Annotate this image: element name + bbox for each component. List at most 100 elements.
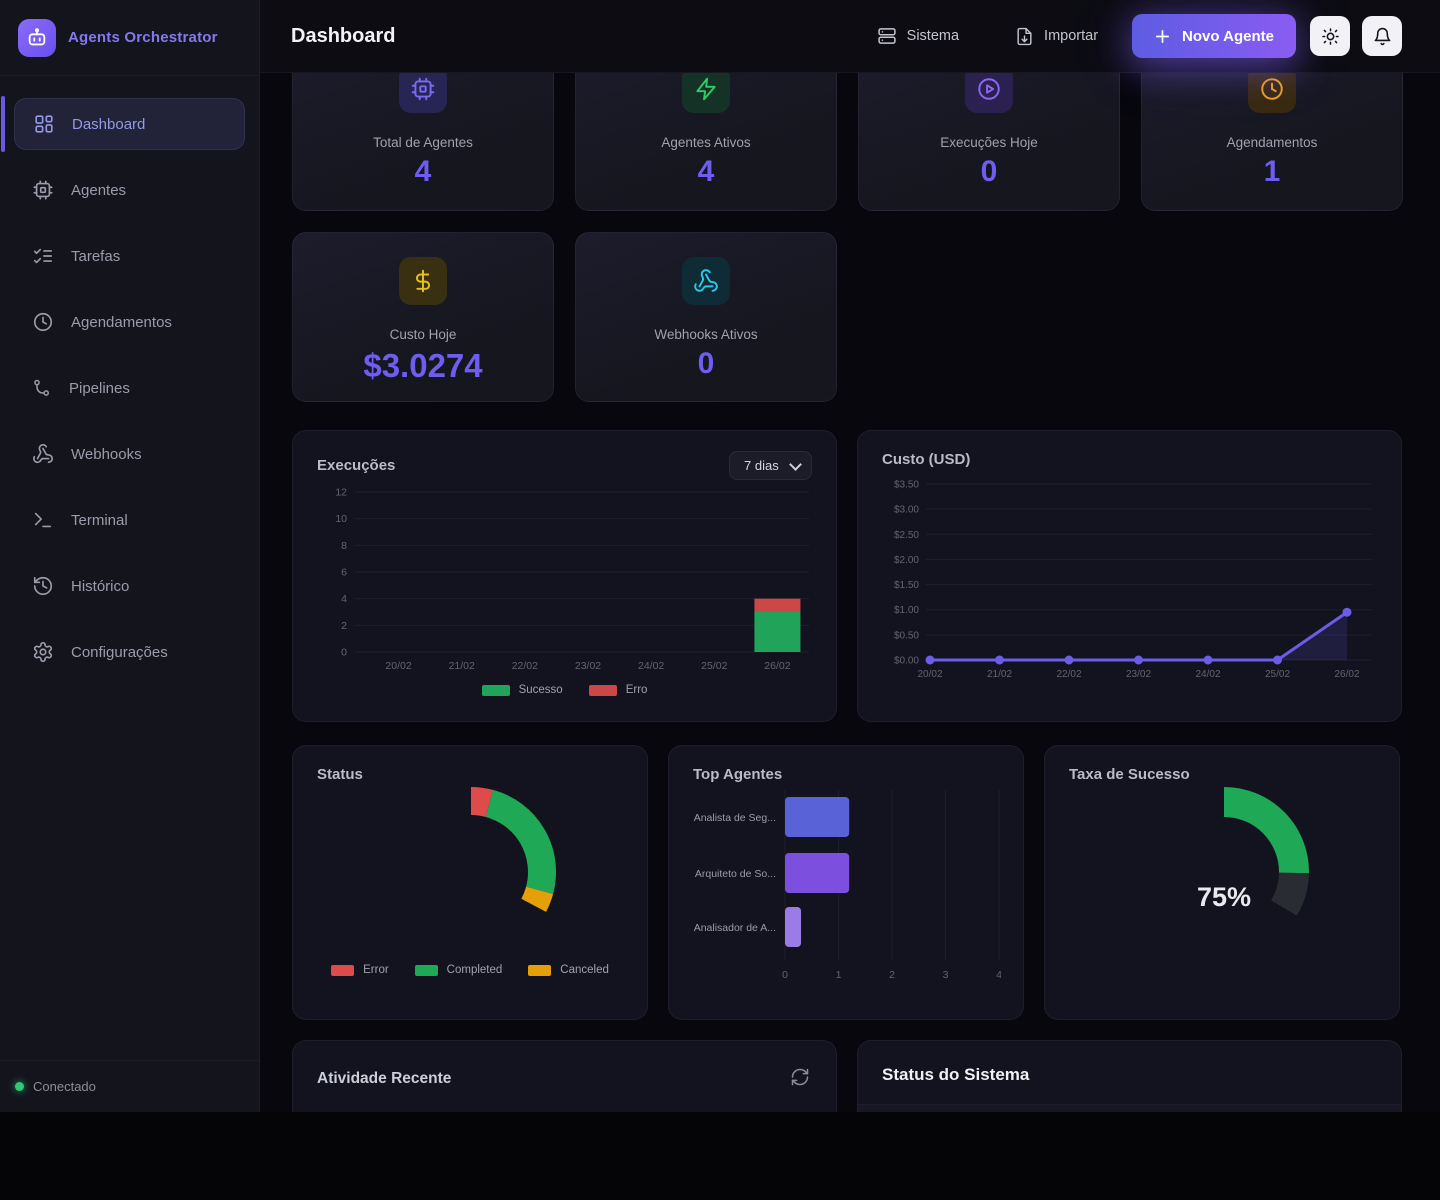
execucoes-stacked-bar-chart: 0 2 4 6 8 10 12 20/02 21/02 22/02 23/02 24/02 25/02 2…	[317, 480, 812, 680]
stat-label: Webhooks Ativos	[654, 327, 758, 342]
sidebar-item-tarefas[interactable]: Tarefas	[14, 230, 245, 282]
svg-text:26/02: 26/02	[764, 660, 790, 672]
svg-text:23/02: 23/02	[1126, 669, 1151, 680]
sidebar-item-label: Configurações	[71, 643, 168, 661]
legend-swatch	[588, 684, 617, 696]
status-donut-chart	[317, 784, 623, 962]
clock-icon	[1248, 73, 1296, 113]
svg-text:24/02: 24/02	[1195, 669, 1220, 680]
svg-text:4: 4	[996, 969, 1001, 981]
svg-text:22/02: 22/02	[1056, 669, 1081, 680]
sidebar-item-pipelines[interactable]: Pipelines	[14, 362, 245, 414]
svg-text:75%: 75%	[1197, 882, 1251, 912]
svg-text:$1.00: $1.00	[894, 605, 919, 616]
sidebar-item-label: Dashboard	[72, 115, 146, 133]
dashboard-grid-icon	[35, 115, 53, 133]
svg-text:21/02: 21/02	[449, 660, 475, 672]
svg-text:12: 12	[335, 487, 347, 499]
sistema-button[interactable]: Sistema	[877, 26, 959, 46]
sidebar-item-label: Tarefas	[71, 247, 121, 265]
sidebar-item-label: Histórico	[71, 577, 130, 595]
sidebar-item-dashboard[interactable]: Dashboard	[1, 96, 245, 152]
dollar-icon	[399, 257, 447, 305]
atividade-recente-title: Atividade Recente	[317, 1070, 452, 1087]
svg-text:0: 0	[341, 647, 347, 659]
robot-logo-icon	[18, 18, 56, 57]
status-sistema-panel: Status do Sistema	[857, 1040, 1402, 1112]
sidebar-item-agendamentos[interactable]: Agendamentos	[14, 296, 245, 348]
sidebar-item-historico[interactable]: Histórico	[14, 560, 245, 612]
webhook-icon	[33, 444, 53, 464]
legend-item: Sucesso	[481, 684, 563, 696]
logo-row: Agents Orchestrator	[0, 0, 259, 76]
zap-icon	[682, 73, 730, 113]
play-circle-icon	[965, 73, 1013, 113]
legend-swatch	[481, 684, 510, 696]
sidebar-item-label: Agentes	[71, 181, 127, 199]
list-checks-icon	[33, 248, 53, 264]
taxa-sucesso-gauge-chart: 75%	[1069, 784, 1375, 962]
svg-text:25/02: 25/02	[701, 660, 727, 672]
svg-text:3: 3	[943, 969, 949, 981]
top-agentes-chart-panel: Top Agentes 0 1 2 3 4 Analista de Seg... Arqui…	[668, 745, 1024, 1020]
svg-text:Analisador de A...: Analisador de A...	[694, 922, 776, 934]
atividade-recente-panel: Atividade Recente	[292, 1040, 837, 1112]
status-chart-panel: Status Error Completed Canceled	[292, 745, 648, 1020]
execucoes-chart-panel: Execuções 7 dias 0 2 4 6 8 10 12 20/02 21/02 22/0…	[292, 430, 837, 722]
legend-item: Canceled	[528, 964, 609, 976]
legend-item: Completed	[414, 964, 502, 976]
sidebar-item-webhooks[interactable]: Webhooks	[14, 428, 245, 480]
sidebar: Agents Orchestrator Dashboard Agentes Ta…	[0, 0, 260, 1112]
stat-card-agentes-ativos: Agentes Ativos 4	[575, 73, 837, 211]
sidebar-item-configuracoes[interactable]: Configurações	[14, 626, 245, 678]
sidebar-item-label: Terminal	[71, 511, 128, 529]
svg-text:26/02: 26/02	[1334, 669, 1359, 680]
novo-agente-button[interactable]: Novo Agente	[1132, 14, 1296, 58]
svg-text:21/02: 21/02	[987, 669, 1012, 680]
stat-label: Total de Agentes	[373, 135, 473, 150]
period-select[interactable]: 7 dias	[729, 451, 812, 480]
svg-text:2: 2	[341, 620, 347, 632]
refresh-icon	[791, 1068, 809, 1086]
server-icon	[877, 28, 896, 44]
connection-status-label: Conectado	[33, 1079, 96, 1094]
period-select-wrap: 7 dias	[729, 451, 812, 480]
legend-swatch	[414, 964, 438, 976]
history-icon	[33, 576, 53, 596]
svg-text:$0.50: $0.50	[894, 630, 919, 641]
theme-toggle-button[interactable]	[1310, 16, 1350, 56]
taxa-sucesso-panel: Taxa de Sucesso 75%	[1044, 745, 1400, 1020]
stat-value: 0	[697, 347, 715, 380]
sidebar-item-agentes[interactable]: Agentes	[14, 164, 245, 216]
stat-card-total-agentes: Total de Agentes 4	[292, 73, 554, 211]
svg-text:6: 6	[341, 567, 347, 579]
legend-swatch	[331, 964, 355, 976]
bell-icon	[1374, 27, 1390, 45]
custo-title: Custo (USD)	[882, 451, 971, 468]
stat-value: 0	[980, 155, 998, 188]
status-sistema-title: Status do Sistema	[882, 1065, 1030, 1084]
sidebar-item-terminal[interactable]: Terminal	[14, 494, 245, 546]
stat-card-execucoes-hoje: Execuções Hoje 0	[858, 73, 1120, 211]
notifications-button[interactable]	[1362, 16, 1402, 56]
svg-text:$2.00: $2.00	[894, 555, 919, 566]
app-title: Agents Orchestrator	[68, 29, 218, 46]
stat-label: Agentes Ativos	[661, 135, 751, 150]
stat-value: 1	[1263, 155, 1281, 188]
stat-value: 4	[414, 155, 432, 188]
status-legend: Error Completed Canceled	[317, 964, 623, 976]
top-agentes-title: Top Agentes	[693, 766, 783, 783]
stat-card-custo-hoje: Custo Hoje $3.0274	[292, 232, 554, 402]
svg-text:$1.50: $1.50	[894, 580, 919, 591]
sidebar-item-label: Webhooks	[71, 445, 142, 463]
svg-text:Analista de Seg...: Analista de Seg...	[694, 812, 776, 824]
status-sistema-row	[858, 1104, 1401, 1112]
refresh-button[interactable]	[788, 1065, 812, 1092]
svg-text:24/02: 24/02	[638, 660, 664, 672]
importar-button[interactable]: Importar	[1015, 27, 1098, 46]
sidebar-item-label: Agendamentos	[71, 313, 172, 331]
file-download-icon	[1017, 27, 1032, 45]
svg-text:22/02: 22/02	[512, 660, 538, 672]
taxa-sucesso-title: Taxa de Sucesso	[1069, 766, 1190, 783]
svg-text:$3.00: $3.00	[894, 505, 919, 516]
